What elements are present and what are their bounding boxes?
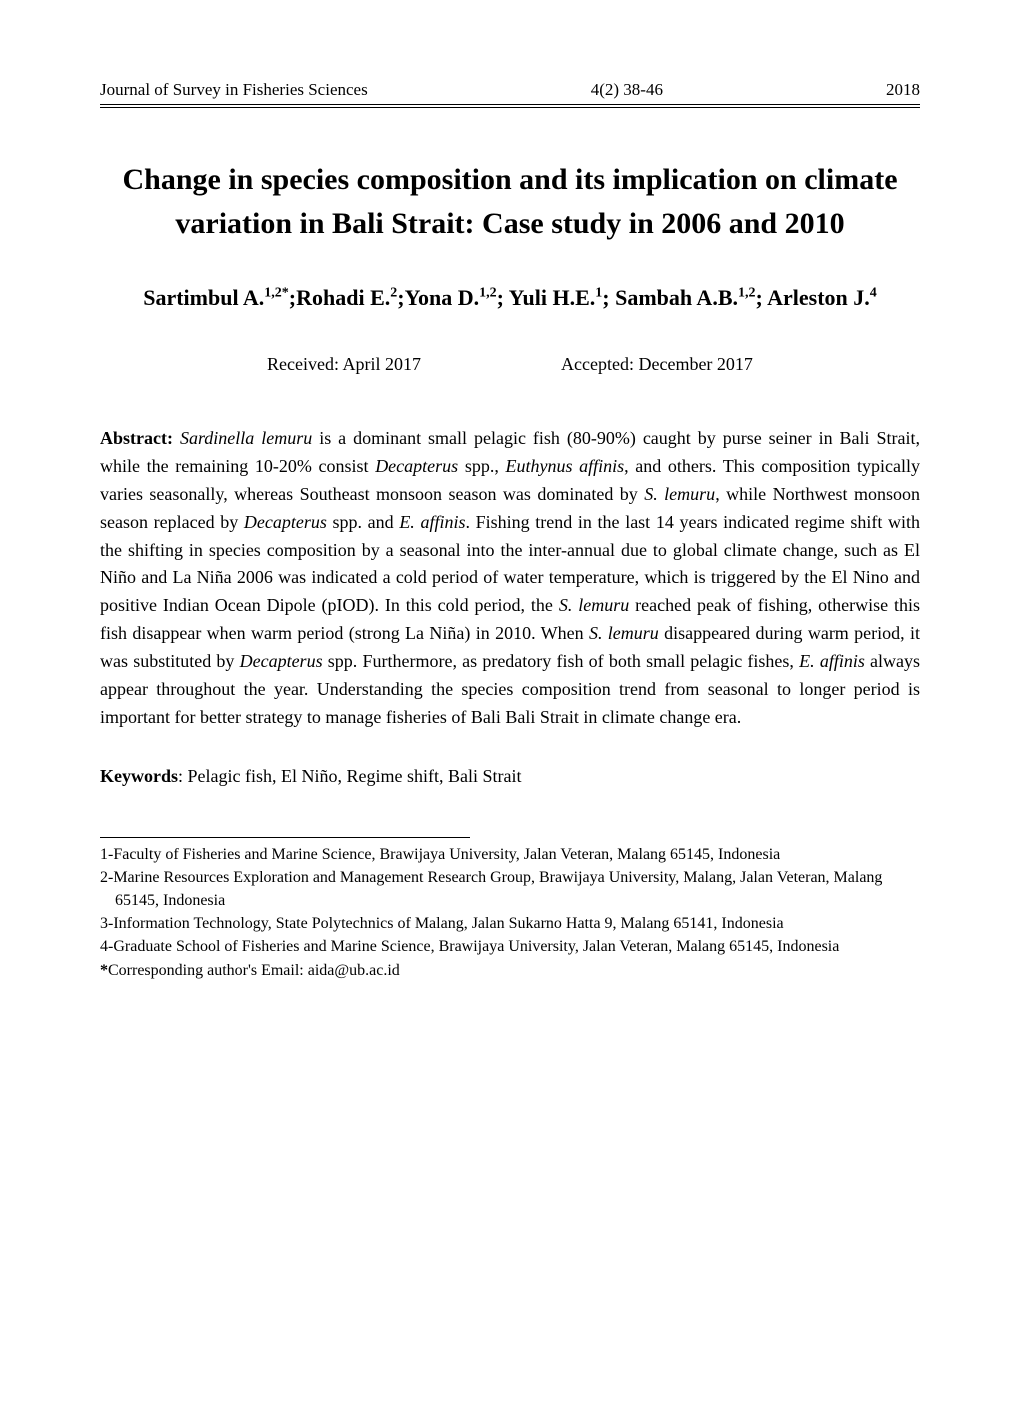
corresponding-author: *Corresponding author's Email: aida@ub.a… [100, 960, 920, 982]
author-list: Sartimbul A.1,2*;Rohadi E.2;Yona D.1,2; … [100, 281, 920, 314]
journal-name: Journal of Survey in Fisheries Sciences [100, 80, 368, 100]
abstract-paragraph: Abstract: Sardinella lemuru is a dominan… [100, 425, 920, 732]
affiliation-item: 3-Information Technology, State Polytech… [100, 913, 920, 935]
header-rule [100, 107, 920, 108]
abstract-text: Sardinella lemuru is a dominant small pe… [100, 428, 920, 727]
date-line: Received: April 2017 Accepted: December … [100, 354, 920, 375]
running-header: Journal of Survey in Fisheries Sciences … [100, 80, 920, 105]
affiliation-item: 1-Faculty of Fisheries and Marine Scienc… [100, 844, 920, 866]
issue-pages: 4(2) 38-46 [591, 80, 663, 100]
affiliation-item: 2-Marine Resources Exploration and Manag… [100, 867, 920, 912]
affiliation-item: 4-Graduate School of Fisheries and Marin… [100, 936, 920, 958]
abstract-label: Abstract: [100, 428, 173, 448]
affiliations-rule [100, 837, 470, 838]
received-date: Received: April 2017 [267, 354, 421, 375]
keywords-line: Keywords: Pelagic fish, El Niño, Regime … [100, 766, 920, 787]
affiliations-block: 1-Faculty of Fisheries and Marine Scienc… [100, 844, 920, 982]
keywords-text: : Pelagic fish, El Niño, Regime shift, B… [178, 766, 521, 786]
keywords-label: Keywords [100, 766, 178, 786]
accepted-date: Accepted: December 2017 [561, 354, 753, 375]
year: 2018 [886, 80, 920, 100]
paper-title: Change in species composition and its im… [100, 158, 920, 245]
